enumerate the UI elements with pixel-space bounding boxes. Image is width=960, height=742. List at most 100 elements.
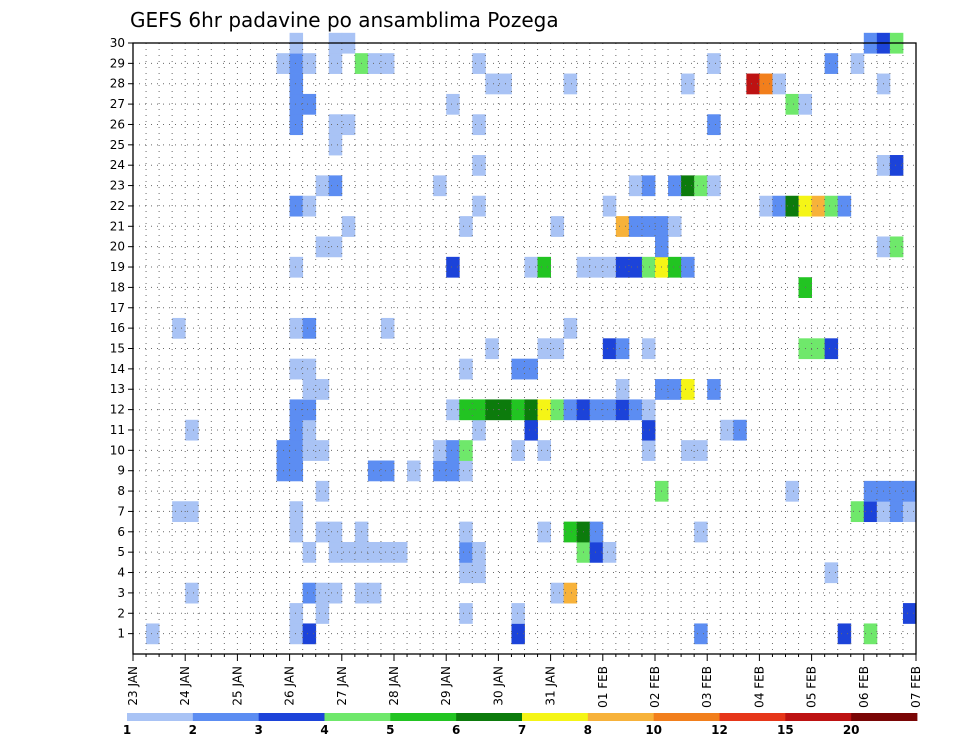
- precip-cell: [185, 419, 199, 441]
- precip-cell: [472, 541, 486, 563]
- precip-cell: [302, 93, 317, 115]
- precip-cell: [315, 175, 330, 197]
- precip-cell: [328, 134, 343, 156]
- precip-cell: [328, 114, 343, 136]
- precip-cell: [407, 460, 421, 482]
- x-tick-label: 06 FEB: [857, 666, 871, 708]
- precip-cell: [733, 419, 747, 441]
- y-tick-label: 28: [110, 77, 125, 91]
- precip-cell: [289, 358, 304, 380]
- precip-cell: [446, 440, 460, 461]
- precip-cell: [446, 93, 460, 115]
- precip-cell: [615, 216, 630, 237]
- precip-cell: [837, 195, 852, 217]
- colorbar-swatch: [390, 713, 457, 721]
- x-tick-label: 05 FEB: [805, 666, 819, 708]
- precip-cell: [811, 338, 826, 360]
- x-tick-label: 27 JAN: [335, 666, 349, 706]
- precip-cell: [302, 623, 317, 645]
- precip-cell: [889, 155, 904, 176]
- y-tick-label: 19: [110, 260, 125, 274]
- y-tick-label: 1: [117, 627, 125, 641]
- precip-cell: [380, 53, 395, 74]
- precip-cell: [341, 541, 356, 563]
- precip-cell: [485, 73, 499, 95]
- precip-cell: [824, 53, 839, 74]
- precip-cell: [367, 460, 382, 482]
- precip-cell: [759, 195, 773, 217]
- precip-cell: [615, 338, 630, 360]
- precip-cell: [472, 419, 486, 441]
- precip-cell: [759, 73, 773, 95]
- precip-cell: [328, 541, 343, 563]
- y-tick-label: 29: [110, 56, 125, 70]
- x-tick-label: 31 JAN: [544, 666, 558, 706]
- precip-cell: [511, 399, 525, 421]
- precip-cell: [289, 440, 304, 461]
- precip-cell: [315, 480, 330, 502]
- y-tick-label: 24: [110, 158, 125, 172]
- x-tick-label: 23 JAN: [126, 666, 140, 706]
- y-tick-label: 21: [110, 219, 125, 233]
- precip-cell: [641, 399, 656, 421]
- x-axis: 23 JAN 24 JAN 25 JAN 26 JAN 27 JAN 28 JAN 29 J…: [126, 654, 923, 708]
- y-tick-label: 20: [110, 240, 125, 254]
- precip-cell: [707, 53, 721, 74]
- colorbar-label: 12: [711, 723, 728, 737]
- precip-cell: [472, 195, 486, 217]
- y-tick-label: 22: [110, 199, 125, 213]
- precip-cell: [772, 73, 786, 95]
- precip-cell: [472, 114, 486, 136]
- precip-cell: [615, 379, 630, 400]
- precip-cell: [511, 603, 525, 624]
- precip-cell: [459, 541, 473, 563]
- precip-cell: [746, 73, 760, 95]
- colorbar-label: 6: [452, 723, 460, 737]
- precip-cell: [707, 379, 721, 400]
- precip-cell: [302, 399, 317, 421]
- x-tick-label: 04 FEB: [752, 666, 766, 708]
- y-tick-label: 6: [117, 525, 125, 539]
- precip-cell: [785, 195, 799, 217]
- precip-cell: [172, 317, 186, 339]
- precip-cell: [785, 480, 799, 502]
- colorbar-label: 2: [189, 723, 197, 737]
- x-tick-label: 02 FEB: [648, 666, 662, 708]
- y-tick-label: 11: [110, 423, 125, 437]
- y-axis: 1234567891011121314151617181920212223242…: [110, 36, 133, 641]
- precip-cell: [720, 419, 734, 441]
- precip-cell: [602, 195, 617, 217]
- precip-cell: [668, 379, 682, 400]
- colorbar-swatch: [653, 713, 720, 721]
- colorbar-swatch: [258, 713, 325, 721]
- precip-cell: [681, 175, 695, 197]
- precip-cell: [302, 582, 317, 604]
- precip-cell: [328, 236, 343, 258]
- precip-cell: [824, 338, 839, 360]
- x-tick-label: 01 FEB: [596, 666, 610, 708]
- precip-cell: [315, 603, 330, 624]
- precip-cell: [302, 195, 317, 217]
- precip-cell: [380, 460, 395, 482]
- y-tick-label: 30: [110, 36, 125, 50]
- precip-cell: [380, 317, 395, 339]
- precip-cell: [185, 501, 199, 523]
- x-tick-label: 07 FEB: [909, 666, 923, 708]
- precip-cell: [902, 480, 917, 502]
- precip-cell: [602, 399, 617, 421]
- precip-cell: [315, 440, 330, 461]
- precip-cell: [289, 93, 304, 115]
- precip-cell: [694, 440, 708, 461]
- precip-cell: [289, 521, 304, 543]
- precip-cell: [524, 256, 538, 278]
- y-tick-label: 25: [110, 138, 125, 152]
- precip-cell: [289, 73, 304, 95]
- precip-cell: [668, 216, 682, 237]
- colorbar-swatch: [127, 713, 194, 721]
- precip-cell: [641, 256, 656, 278]
- precip-cell: [302, 541, 317, 563]
- precip-cell: [302, 317, 317, 339]
- precip-cell: [772, 195, 786, 217]
- precip-cell: [589, 399, 604, 421]
- x-tick-label: 28 JAN: [387, 666, 401, 706]
